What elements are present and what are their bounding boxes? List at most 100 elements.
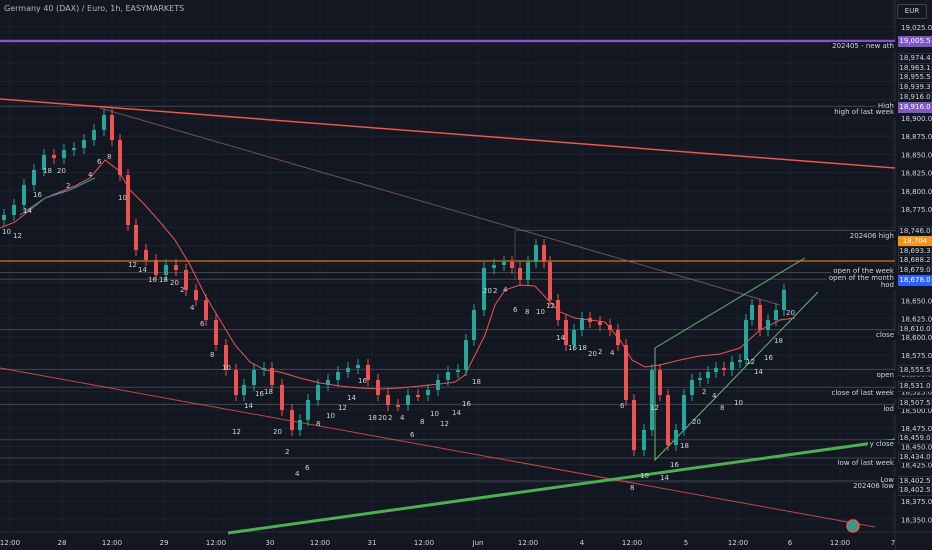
candle-up [492, 265, 496, 268]
candle-down [632, 400, 636, 450]
candle-down [204, 300, 208, 320]
candle-down [144, 250, 148, 260]
candle-up [690, 380, 694, 395]
candle-down [366, 365, 370, 380]
time-axis-label: 12:00 [830, 539, 850, 547]
price-axis-tick: 18,350.0 [901, 516, 932, 524]
candle-up [356, 365, 360, 368]
count-label: 6 [513, 306, 518, 314]
count-label: 16 [148, 276, 157, 284]
candle-down [126, 175, 130, 225]
chart-title: Germany 40 (DAX) / Euro, 1h, EASYMARKETS [4, 4, 185, 13]
count-label: 18 [472, 378, 481, 386]
count-label: 12 [546, 302, 555, 310]
green-trendline [227, 438, 896, 535]
count-label: 10 [734, 399, 743, 407]
count-label: 16 [358, 377, 367, 385]
level-label: open of the week [831, 267, 896, 276]
candle-up [650, 370, 654, 430]
moving-average [0, 159, 796, 390]
level-label: High [875, 102, 896, 111]
count-label: 6 [200, 320, 205, 328]
candle-up [674, 430, 678, 445]
candle-up [62, 150, 66, 158]
channel-lower [654, 291, 819, 462]
level-label: hod [878, 281, 896, 290]
candle-down [134, 225, 138, 250]
level-label: lod [881, 405, 896, 414]
count-label: 14 [138, 266, 147, 274]
price-tag: 18,402.5 [898, 485, 932, 496]
candle-up [464, 340, 468, 370]
price-tag: 18,434.0 [898, 452, 932, 463]
time-axis-label: 7 [891, 539, 895, 547]
level-label: close of last week [829, 389, 896, 398]
count-label: 12 [13, 232, 22, 240]
price-tag: 18,678.0 [898, 275, 932, 286]
candle-up [750, 305, 754, 320]
candle-up [2, 215, 6, 220]
level-label: y close [867, 440, 896, 449]
candle-down [556, 300, 560, 320]
count-label: 10 [2, 228, 11, 236]
candle-down [224, 345, 228, 370]
candle-up [456, 370, 460, 372]
price-axis-tick: 18,475.0 [901, 425, 932, 433]
count-label: 12 [650, 404, 659, 412]
count-label: 18 [680, 442, 689, 450]
count-label: 4 [610, 349, 615, 357]
count-label: 6 [410, 431, 415, 439]
candle-up [698, 378, 702, 380]
count-label: 10 [430, 410, 439, 418]
candle-down [658, 370, 662, 395]
level-label: low of last week [835, 459, 896, 468]
candle-up [252, 370, 256, 385]
count-label: 10 [222, 364, 231, 372]
candle-down [52, 155, 56, 158]
count-label: 14 [660, 474, 669, 482]
count-label: 20 [786, 309, 795, 317]
candle-up [714, 368, 718, 372]
count-label: 20 [170, 279, 179, 287]
count-label: 14 [23, 207, 32, 215]
candle-down [510, 262, 514, 268]
time-axis-label: 12:00 [102, 539, 122, 547]
count-label: 4 [400, 414, 405, 422]
candle-up [72, 148, 76, 150]
candle-up [580, 318, 584, 330]
candle-down [118, 140, 122, 175]
candle-up [446, 372, 450, 380]
price-axis-tick: 18,800.0 [901, 188, 932, 196]
candle-up [406, 395, 410, 405]
price-axis-tick: 18,575.0 [901, 352, 932, 360]
candle-up [472, 310, 476, 340]
price-tag: 18,507.5 [898, 398, 932, 409]
time-axis-label: 12:00 [518, 539, 538, 547]
time-axis-label: 12:00 [206, 539, 226, 547]
count-label: 16 [670, 461, 679, 469]
count-label: 2 [598, 348, 602, 356]
price-axis-tick: 18,450.0 [901, 443, 932, 451]
candle-up [242, 385, 246, 395]
candle-up [730, 362, 734, 370]
candle-up [22, 185, 26, 205]
candle-down [184, 270, 188, 290]
red-trendline [0, 98, 896, 169]
candle-down [616, 330, 620, 345]
count-label: 20 [692, 418, 701, 426]
count-label: 14 [244, 402, 253, 410]
candle-up [526, 262, 530, 280]
currency-button[interactable]: EUR [897, 4, 927, 19]
level-label: Low [878, 476, 896, 485]
candle-up [326, 380, 330, 385]
count-label: 8 [210, 351, 214, 359]
time-axis-label: 30 [266, 539, 275, 547]
candle-down [416, 395, 420, 397]
count-label: 14 [556, 334, 565, 342]
candle-down [154, 260, 158, 275]
price-tag: 18,610.0 [898, 324, 932, 335]
count-label: 12 [232, 428, 241, 436]
price-tag: 18,555.5 [898, 365, 932, 376]
